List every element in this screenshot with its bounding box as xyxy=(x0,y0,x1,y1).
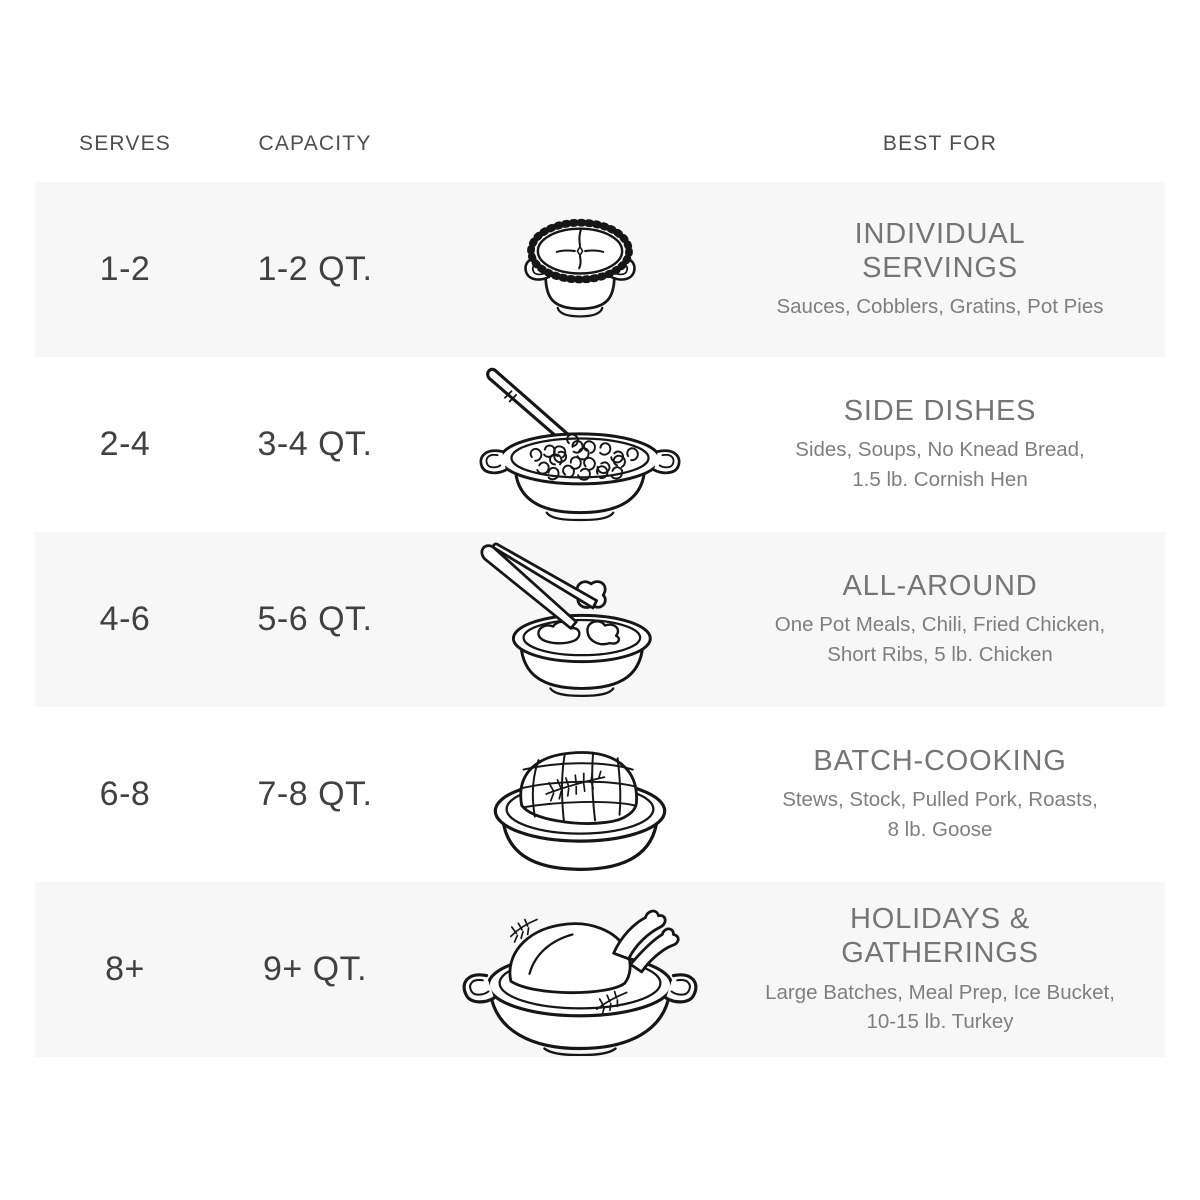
table-row: 2-4 3-4 QT. xyxy=(35,357,1165,532)
column-header-capacity: CAPACITY xyxy=(258,132,372,155)
best-for-description: Large Batches, Meal Prep, Ice Bucket, 10… xyxy=(745,978,1135,1037)
best-for-cell: SIDE DISHES Sides, Soups, No Knead Bread… xyxy=(745,394,1135,495)
serves-value: 8+ xyxy=(105,950,145,988)
best-for-cell: HOLIDAYS & GATHERINGS Large Batches, Mea… xyxy=(745,902,1135,1037)
best-for-cell: ALL-AROUND One Pot Meals, Chili, Fried C… xyxy=(745,569,1135,670)
pot-turkey-icon xyxy=(415,884,745,1056)
title-line: GATHERINGS xyxy=(841,937,1039,970)
pot-tongs-chicken-icon xyxy=(415,539,745,701)
capacity-value: 9+ QT. xyxy=(262,950,368,988)
size-guide-table: SERVES CAPACITY BEST FOR 1-2 1-2 QT. xyxy=(35,0,1165,1057)
desc-line: Short Ribs, 5 lb. Chicken xyxy=(827,643,1053,667)
best-for-title: ALL-AROUND xyxy=(745,569,1135,603)
title-line: BATCH-COOKING xyxy=(813,745,1067,778)
title-line: INDIVIDUAL xyxy=(854,217,1026,250)
desc-line: Stews, Stock, Pulled Pork, Roasts, xyxy=(782,788,1098,812)
pot-pie-icon xyxy=(415,206,745,334)
title-line: SERVINGS xyxy=(862,252,1018,285)
table-row: 1-2 1-2 QT. INDIVIDUAL xyxy=(35,182,1165,357)
title-line: SIDE DISHES xyxy=(843,395,1037,428)
best-for-cell: BATCH-COOKING Stews, Stock, Pulled Pork,… xyxy=(745,744,1135,845)
desc-line: Sauces, Cobblers, Gratins, Pot Pies xyxy=(776,295,1104,319)
serves-value: 4-6 xyxy=(99,600,151,638)
best-for-description: Sides, Soups, No Knead Bread, 1.5 lb. Co… xyxy=(745,435,1135,494)
title-line: ALL-AROUND xyxy=(842,570,1038,603)
capacity-value: 3-4 QT. xyxy=(257,425,373,463)
desc-line: One Pot Meals, Chili, Fried Chicken, xyxy=(774,613,1106,637)
best-for-title: SIDE DISHES xyxy=(745,394,1135,428)
best-for-title: INDIVIDUAL SERVINGS xyxy=(745,217,1135,285)
best-for-title: HOLIDAYS & GATHERINGS xyxy=(745,902,1135,970)
table-row: 6-8 7-8 QT. xyxy=(35,707,1165,882)
capacity-value: 7-8 QT. xyxy=(257,775,373,813)
best-for-cell: INDIVIDUAL SERVINGS Sauces, Cobblers, Gr… xyxy=(745,217,1135,322)
desc-line: 8 lb. Goose xyxy=(887,818,993,842)
serves-value: 6-8 xyxy=(99,775,151,813)
column-header-serves: SERVES xyxy=(78,132,172,155)
pot-side-dish-spoon-icon xyxy=(415,366,745,524)
best-for-description: One Pot Meals, Chili, Fried Chicken, Sho… xyxy=(745,610,1135,669)
best-for-description: Stews, Stock, Pulled Pork, Roasts, 8 lb.… xyxy=(745,785,1135,844)
table-header-row: SERVES CAPACITY BEST FOR xyxy=(35,0,1165,182)
table-row: 8+ 9+ QT. xyxy=(35,882,1165,1057)
desc-line: Sides, Soups, No Knead Bread, xyxy=(795,438,1085,462)
best-for-description: Sauces, Cobblers, Gratins, Pot Pies xyxy=(745,292,1135,322)
serves-value: 2-4 xyxy=(99,425,151,463)
title-line: HOLIDAYS & xyxy=(850,903,1030,936)
capacity-value: 1-2 QT. xyxy=(257,250,373,288)
table-row: 4-6 5-6 QT. ALL-AROUND One Pot Meals, Ch xyxy=(35,532,1165,707)
column-header-best-for: BEST FOR xyxy=(882,132,998,155)
desc-line: 10-15 lb. Turkey xyxy=(866,1010,1014,1034)
capacity-value: 5-6 QT. xyxy=(257,600,373,638)
pot-roast-icon xyxy=(415,715,745,875)
best-for-title: BATCH-COOKING xyxy=(745,744,1135,778)
serves-value: 1-2 xyxy=(99,250,151,288)
desc-line: 1.5 lb. Cornish Hen xyxy=(852,468,1028,492)
desc-line: Large Batches, Meal Prep, Ice Bucket, xyxy=(765,980,1115,1004)
